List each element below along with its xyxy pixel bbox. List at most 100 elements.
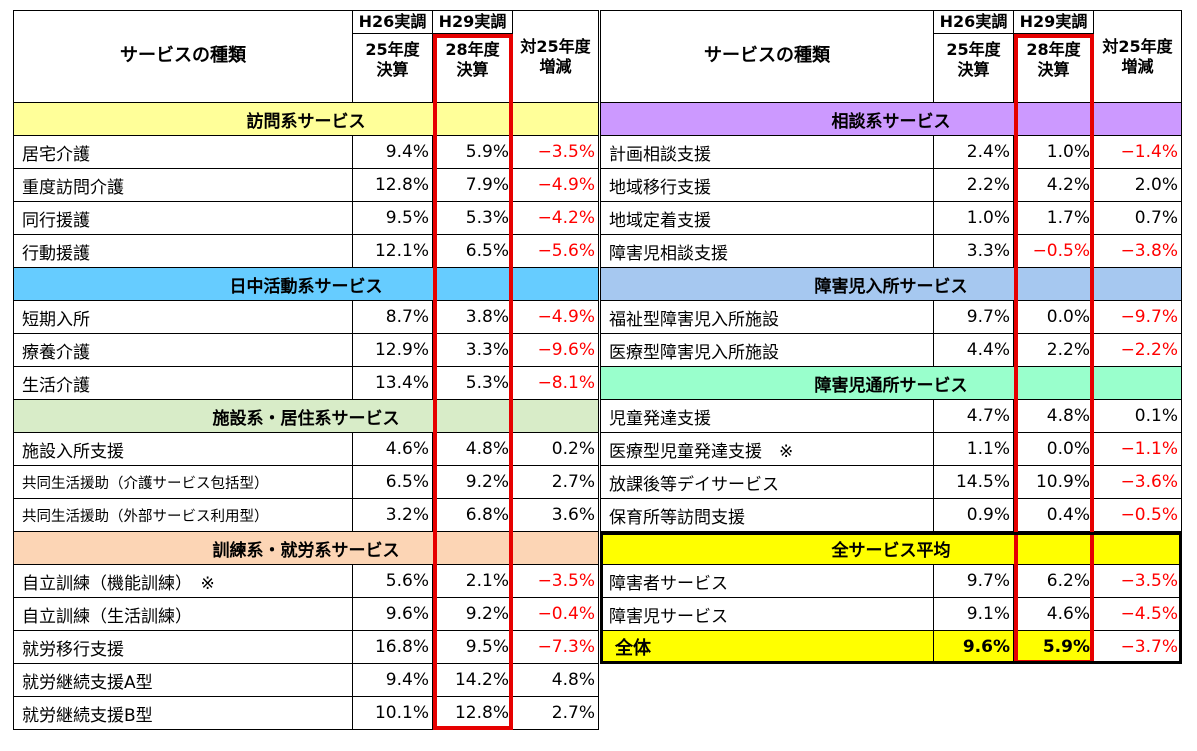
year-h26-header: 25年度 決算 [933, 33, 1014, 103]
change-value: −1.4% [1093, 135, 1182, 169]
h26-value: 10.1% [352, 696, 433, 730]
h29-value: 2.1% [432, 564, 513, 598]
table-row: 就労継続支援B型 10.1% 12.8% 2.7% [13, 696, 599, 730]
h26-value: 4.4% [933, 333, 1014, 367]
change-value: 2.7% [512, 465, 599, 499]
table-row: 就労継続支援A型 9.4% 14.2% 4.8% [13, 663, 599, 697]
section-title: 障害児通所サービス [600, 366, 1182, 400]
service-name: 障害児相談支援 [600, 234, 934, 268]
h26-value: 6.5% [352, 465, 433, 499]
table-row: 共同生活援助（介護サービス包括型） 6.5% 9.2% 2.7% [13, 465, 599, 499]
h26-value: 3.2% [352, 498, 433, 532]
h29-value: 14.2% [432, 663, 513, 697]
change-header: 対25年度 増減 [1093, 10, 1182, 103]
table-row: 居宅介護 9.4% 5.9% −3.5% [13, 135, 599, 169]
h29-value: 10.9% [1013, 465, 1094, 499]
service-name: 就労移行支援 [13, 630, 353, 664]
service-name: 施設入所支援 [13, 432, 353, 466]
section-title: 訓練系・就労系サービス [13, 531, 599, 565]
section-header-row: 施設系・居住系サービス [13, 399, 599, 433]
h26-value: 4.7% [933, 399, 1014, 433]
table-row: 自立訓練（生活訓練） 9.6% 9.2% −0.4% [13, 597, 599, 631]
change-value: 0.1% [1093, 399, 1182, 433]
service-name: 自立訓練（機能訓練） ※ [13, 564, 353, 598]
change-value: −1.1% [1093, 432, 1182, 466]
change-value: −4.2% [512, 201, 599, 235]
change-value: −0.4% [512, 597, 599, 631]
table-row: 全体 9.6% 5.9% −3.7% [600, 630, 1182, 664]
table-row: 地域定着支援 1.0% 1.7% 0.7% [600, 201, 1182, 235]
year-h29-header: 28年度 決算 [1013, 33, 1094, 103]
change-value: −3.6% [1093, 465, 1182, 499]
h29-value: 1.7% [1013, 201, 1094, 235]
section-header-row: 障害児通所サービス [600, 366, 1182, 400]
h29-value: 6.2% [1013, 564, 1094, 598]
h29-value: 6.8% [432, 498, 513, 532]
change-value: 2.0% [1093, 168, 1182, 202]
h29-value: 0.0% [1013, 432, 1094, 466]
section-header-row: 訪問系サービス [13, 102, 599, 136]
service-name: 福祉型障害児入所施設 [600, 300, 934, 334]
service-name: 保育所等訪問支援 [600, 498, 934, 532]
change-value: −4.9% [512, 168, 599, 202]
h29-value: 3.8% [432, 300, 513, 334]
h26-value: 2.4% [933, 135, 1014, 169]
h26-value: 3.3% [933, 234, 1014, 268]
section-title: 訪問系サービス [13, 102, 599, 136]
h26-value: 14.5% [933, 465, 1014, 499]
h29-value: 4.6% [1013, 597, 1094, 631]
section-header-row: 相談系サービス [600, 102, 1182, 136]
service-name: 療養介護 [13, 333, 353, 367]
h29-value: 6.5% [432, 234, 513, 268]
h26-value: 9.4% [352, 663, 433, 697]
service-name: 児童発達支援 [600, 399, 934, 433]
section-header-row: 訓練系・就労系サービス [13, 531, 599, 565]
change-value: 0.7% [1093, 201, 1182, 235]
year-h29-header: 28年度 決算 [432, 33, 513, 103]
h26-value: 9.1% [933, 597, 1014, 631]
change-value: −3.7% [1093, 630, 1182, 664]
table-row: 福祉型障害児入所施設 9.7% 0.0% −9.7% [600, 300, 1182, 334]
h29-value: 0.4% [1013, 498, 1094, 532]
h29-value: 5.9% [432, 135, 513, 169]
change-value: −0.5% [1093, 498, 1182, 532]
section-title: 施設系・居住系サービス [13, 399, 599, 433]
right-table: サービスの種類 H26実調 H29実調 対25年度 増減 25年度 決算 28年… [600, 10, 1182, 664]
h26-value: 0.9% [933, 498, 1014, 532]
h29-value: 4.8% [432, 432, 513, 466]
service-name: 共同生活援助（外部サービス利用型） [13, 498, 353, 532]
survey-h26-header: H26実調 [933, 10, 1014, 34]
h26-value: 9.6% [933, 630, 1014, 664]
section-header-row: 日中活動系サービス [13, 267, 599, 301]
service-name: 就労継続支援A型 [13, 663, 353, 697]
change-value: −5.6% [512, 234, 599, 268]
table-row: 児童発達支援 4.7% 4.8% 0.1% [600, 399, 1182, 433]
table-row: 施設入所支援 4.6% 4.8% 0.2% [13, 432, 599, 466]
h29-value: −0.5% [1013, 234, 1094, 268]
service-name: 地域移行支援 [600, 168, 934, 202]
h29-value: 0.0% [1013, 300, 1094, 334]
h26-value: 9.7% [933, 300, 1014, 334]
service-name: 就労継続支援B型 [13, 696, 353, 730]
h29-value: 1.0% [1013, 135, 1094, 169]
table-row: 障害児サービス 9.1% 4.6% −4.5% [600, 597, 1182, 631]
h29-value: 5.3% [432, 366, 513, 400]
h29-value: 9.2% [432, 597, 513, 631]
table-row: 療養介護 12.9% 3.3% −9.6% [13, 333, 599, 367]
table-row: 短期入所 8.7% 3.8% −4.9% [13, 300, 599, 334]
table-row: 保育所等訪問支援 0.9% 0.4% −0.5% [600, 498, 1182, 532]
service-name: 生活介護 [13, 366, 353, 400]
h26-value: 12.8% [352, 168, 433, 202]
h26-value: 8.7% [352, 300, 433, 334]
service-name: 放課後等デイサービス [600, 465, 934, 499]
h29-value: 9.2% [432, 465, 513, 499]
h29-value: 4.2% [1013, 168, 1094, 202]
year-h26-header: 25年度 決算 [352, 33, 433, 103]
change-value: −3.5% [1093, 564, 1182, 598]
table-row: 障害児相談支援 3.3% −0.5% −3.8% [600, 234, 1182, 268]
service-name: 同行援護 [13, 201, 353, 235]
change-value: −3.5% [512, 135, 599, 169]
table-row: 共同生活援助（外部サービス利用型） 3.2% 6.8% 3.6% [13, 498, 599, 532]
h29-value: 9.5% [432, 630, 513, 664]
h26-value: 16.8% [352, 630, 433, 664]
